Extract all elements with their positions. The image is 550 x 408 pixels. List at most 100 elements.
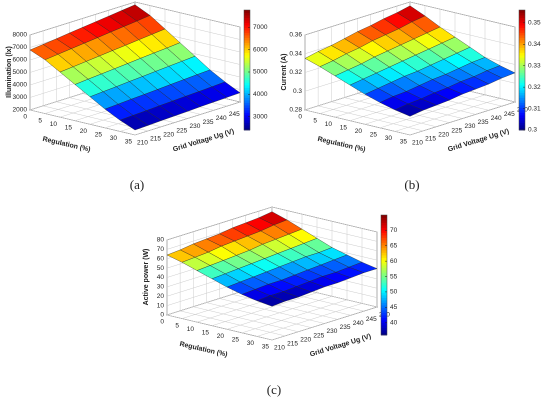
colorbar-slice	[244, 52, 250, 56]
x-tick-label: 35	[125, 139, 133, 146]
grid-line	[219, 298, 325, 324]
colorbar-slice	[381, 330, 387, 333]
colorbar-tick-label: 65	[390, 242, 398, 249]
colorbar-slice	[519, 77, 525, 81]
x-tick-label: 0	[23, 114, 27, 121]
z-tick-label: 30	[157, 284, 165, 291]
colorbar-slice	[381, 242, 387, 246]
z-tick-label: 5000	[13, 69, 28, 76]
colorbar-slice	[244, 40, 250, 43]
colorbar-tick-label: 45	[390, 304, 398, 311]
colorbar-slice	[244, 85, 250, 88]
y-tick-label: 210	[412, 140, 423, 147]
colorbar-tick-label: 6000	[253, 46, 268, 53]
z-tick-label: 20	[157, 293, 165, 300]
colorbar-slice	[244, 90, 250, 93]
surface-patch	[119, 115, 149, 131]
colorbar-slice	[381, 282, 387, 286]
colorbar-slice	[244, 75, 250, 78]
colorbar-slice	[244, 97, 250, 101]
z-tick-label: 3000	[13, 94, 28, 101]
z-tick-label: 60	[157, 255, 165, 262]
colorbar-slice	[519, 85, 525, 88]
colorbar-slice	[519, 10, 525, 13]
colorbar-slice	[244, 22, 250, 26]
colorbar-slice	[381, 272, 387, 276]
z-tick-label: 0	[160, 312, 164, 319]
colorbar-slice	[381, 237, 387, 241]
colorbar-slice	[519, 30, 525, 33]
z-axis-label: Active power (W)	[143, 249, 150, 306]
colorbar-slice	[244, 57, 250, 61]
y-tick-label: 230	[190, 123, 201, 130]
colorbar-slice	[519, 90, 525, 93]
z-axis-label: Current (A)	[281, 54, 288, 91]
colorbar-tick-label: 55	[390, 273, 398, 280]
x-tick-label: 10	[187, 326, 195, 333]
colorbar-slice	[244, 117, 250, 121]
colorbar-slice	[519, 72, 525, 76]
colorbar-slice	[244, 105, 250, 108]
colorbar-slice	[244, 42, 250, 46]
colorbar-slice	[519, 127, 525, 131]
colorbar-slice	[381, 322, 387, 326]
colorbar-slice	[519, 35, 525, 38]
z-tick-label: 70	[157, 246, 165, 253]
colorbar-slice	[381, 217, 387, 221]
colorbar-slice	[244, 120, 250, 123]
colorbar-slice	[519, 45, 525, 48]
surface-patch	[394, 103, 424, 117]
colorbar-slice	[519, 117, 525, 121]
colorbar-tick-label: 0.34	[528, 41, 541, 48]
z-tick-label: 0.28	[289, 107, 302, 114]
z-tick-label: 50	[157, 265, 165, 272]
colorbar-tick-label: 0.31	[528, 105, 541, 112]
colorbar-slice	[519, 60, 525, 63]
y-tick-label: 220	[438, 131, 449, 138]
colorbar-slice	[244, 112, 250, 116]
colorbar-slice	[519, 102, 525, 106]
colorbar-slice	[381, 285, 387, 288]
x-tick-label: 30	[110, 135, 118, 142]
z-tick-label: 80	[157, 237, 165, 244]
colorbar-slice	[244, 15, 250, 18]
x-tick-label: 0	[160, 319, 164, 326]
colorbar-slice	[519, 40, 525, 43]
colorbar-tick-label: 7000	[253, 24, 268, 31]
grid-line	[331, 101, 437, 127]
x-axis-label: Regulation (%)	[179, 341, 228, 359]
z-tick-label: 0.36	[289, 32, 302, 39]
colorbar-slice	[381, 247, 387, 251]
panel-label: (b)	[404, 177, 419, 192]
colorbar-slice	[381, 292, 387, 296]
colorbar-slice	[519, 115, 525, 118]
colorbar-slice	[381, 220, 387, 223]
y-tick-label: 220	[163, 131, 174, 138]
grid-line	[409, 1, 516, 28]
colorbar-slice	[381, 235, 387, 238]
colorbar-tick-label: 50	[390, 289, 398, 296]
colorbar-slice	[519, 110, 525, 113]
colorbar-slice	[381, 332, 387, 336]
colorbar-tick-label: 0.33	[528, 62, 541, 69]
colorbar-slice	[244, 72, 250, 76]
colorbar-slice	[519, 37, 525, 41]
colorbar-slice	[519, 75, 525, 78]
colorbar-slice	[519, 100, 525, 103]
colorbar-slice	[244, 92, 250, 96]
colorbar-slice	[244, 110, 250, 113]
y-tick-label: 210	[137, 140, 148, 147]
x-tick-label: 15	[202, 329, 210, 336]
colorbar-slice	[381, 302, 387, 306]
colorbar-slice	[381, 280, 387, 283]
colorbar-slice	[519, 62, 525, 66]
colorbar-slice	[519, 22, 525, 26]
colorbar-frame	[243, 9, 251, 131]
colorbar-slice	[519, 47, 525, 51]
x-axis-label: Regulation (%)	[42, 136, 91, 154]
z-tick-label: 8000	[13, 32, 28, 39]
colorbar-slice	[519, 125, 525, 128]
grid-line	[232, 294, 338, 320]
z-axis-label: Illumination (lx)	[6, 46, 13, 98]
panel-label: (a)	[130, 177, 144, 192]
